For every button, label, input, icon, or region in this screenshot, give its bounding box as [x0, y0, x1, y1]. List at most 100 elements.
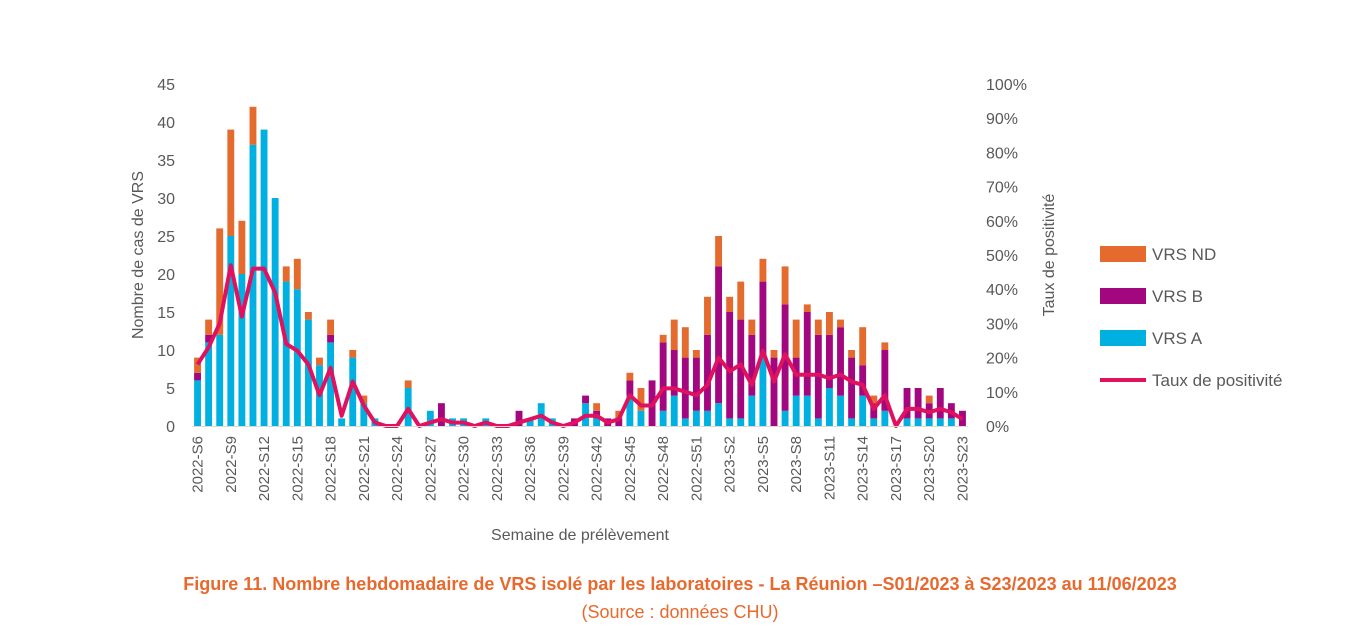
bar-vrs-a — [205, 342, 213, 426]
bar-vrs-nd — [859, 327, 867, 366]
bar-vrs-nd — [626, 372, 634, 381]
x-tick-label: 2022-S15 — [289, 436, 306, 501]
bar-vrs-nd — [792, 319, 800, 358]
bar-vrs-nd — [759, 258, 767, 282]
y-tick-label: 25 — [157, 229, 175, 246]
x-tick-label: 2023-S14 — [855, 436, 872, 501]
bar-vrs-b — [848, 357, 856, 419]
bar-vrs-nd — [194, 357, 201, 373]
bar-vrs-nd — [825, 312, 833, 335]
bar-vrs-a — [227, 236, 235, 426]
bar-vrs-nd — [227, 129, 235, 236]
bar-vrs-a — [737, 418, 745, 426]
bar-vrs-b — [659, 342, 667, 411]
bar-vrs-a — [327, 342, 335, 426]
bar-vrs-nd — [870, 395, 878, 404]
bar-vrs-a — [293, 289, 301, 426]
y2-tick-label: 40% — [986, 282, 1018, 299]
bar-vrs-nd — [726, 296, 734, 312]
bar-vrs-nd — [704, 296, 711, 335]
y2-tick-label: 10% — [986, 385, 1018, 402]
bar-vrs-a — [825, 388, 833, 426]
bar-vrs-a — [870, 418, 878, 426]
y2-tick-label: 0% — [986, 419, 1009, 436]
positivity-line-group — [195, 263, 964, 428]
x-tick-label: 2022-S42 — [589, 436, 606, 501]
bar-vrs-a — [426, 410, 434, 426]
y2-tick-label: 100% — [986, 77, 1027, 94]
bar-vrs-nd — [803, 304, 811, 312]
bar-vrs-nd — [737, 281, 745, 320]
bar-vrs-a — [837, 395, 844, 426]
legend-swatch — [1100, 288, 1146, 304]
bar-vrs-a — [803, 395, 811, 426]
bar-vrs-b — [681, 357, 689, 419]
bar-vrs-a — [881, 410, 889, 426]
bar-vrs-nd — [216, 228, 224, 335]
bar-vrs-nd — [293, 258, 301, 290]
bar-vrs-a — [781, 410, 789, 426]
bar-vrs-a — [282, 281, 290, 426]
bar-vrs-a — [681, 418, 689, 426]
x-tick-label: 2023-S8 — [788, 436, 805, 493]
bar-vrs-b — [704, 334, 711, 411]
bar-vrs-nd — [360, 395, 368, 404]
legend-label: VRS A — [1152, 329, 1203, 348]
y2-tick-label: 70% — [986, 180, 1018, 197]
bar-vrs-a — [925, 418, 933, 426]
bar-vrs-b — [748, 334, 756, 396]
bar-vrs-nd — [814, 319, 822, 335]
bar-vrs-b — [194, 372, 201, 381]
bar-vrs-a — [626, 395, 634, 426]
x-tick-label: 2023-S11 — [821, 436, 838, 500]
y-tick-label: 10 — [157, 343, 175, 360]
x-tick-label: 2022-S51 — [688, 436, 705, 501]
legend-swatch — [1100, 330, 1146, 346]
legend-label: VRS B — [1152, 287, 1203, 306]
x-tick-label: 2022-S12 — [256, 436, 273, 501]
bar-vrs-b — [692, 357, 700, 411]
bar-vrs-a — [659, 410, 667, 426]
x-tick-label: 2023-S20 — [921, 436, 938, 501]
bar-vrs-a — [692, 410, 700, 426]
bar-vrs-b — [515, 410, 523, 426]
bar-vrs-nd — [316, 357, 323, 366]
bar-vrs-a — [759, 357, 767, 426]
bar-vrs-b — [903, 388, 911, 419]
bar-vrs-nd — [670, 319, 678, 350]
bars — [194, 106, 966, 427]
x-tick-label: 2022-S21 — [356, 436, 373, 501]
bar-vrs-a — [304, 319, 312, 426]
bar-vrs-b — [715, 266, 723, 404]
bar-vrs-nd — [205, 319, 213, 335]
bar-vrs-b — [327, 334, 335, 343]
bar-vrs-a — [271, 198, 279, 426]
bar-vrs-b — [881, 350, 889, 411]
bar-vrs-nd — [593, 403, 601, 411]
bar-vrs-nd — [748, 319, 756, 335]
bar-vrs-nd — [781, 266, 789, 305]
y-tick-label: 20 — [157, 267, 175, 284]
bar-vrs-b — [803, 312, 811, 396]
bar-vrs-a — [637, 410, 645, 426]
y2-tick-label: 90% — [986, 111, 1018, 128]
x-tick-label: 2022-S48 — [655, 436, 672, 501]
x-tick-label: 2022-S9 — [223, 436, 240, 493]
y-tick-label: 40 — [157, 115, 175, 132]
bar-vrs-b — [737, 319, 745, 419]
x-tick-label: 2022-S18 — [323, 436, 340, 501]
figure-title: Figure 11. Nombre hebdomadaire de VRS is… — [183, 574, 1177, 594]
bar-vrs-nd — [692, 350, 700, 358]
bar-vrs-nd — [327, 319, 335, 335]
x-tick-label: 2022-S39 — [555, 436, 572, 501]
bar-vrs-b — [837, 327, 844, 396]
x-tick-label: 2022-S30 — [456, 436, 473, 501]
x-tick-label: 2022-S6 — [190, 436, 207, 493]
legend-swatch — [1100, 246, 1146, 262]
bar-vrs-b — [914, 388, 922, 419]
bar-vrs-nd — [925, 395, 933, 404]
bar-vrs-b — [626, 380, 634, 396]
bar-vrs-a — [216, 334, 224, 426]
y2-tick-label: 80% — [986, 145, 1018, 162]
